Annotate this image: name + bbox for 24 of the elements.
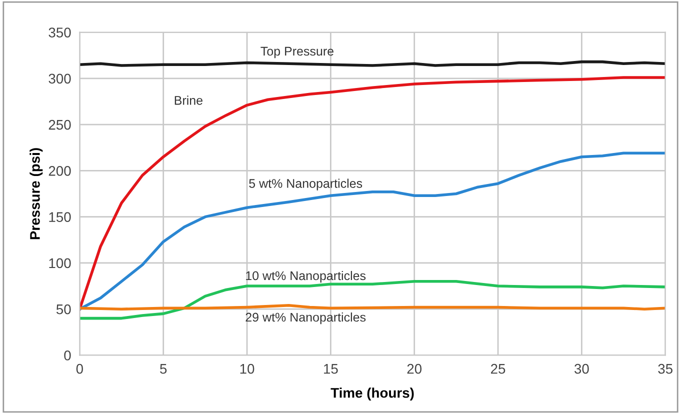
y-tick-label: 100 [49,258,71,268]
y-axis-title: Pressure (psi) [30,148,43,240]
y-tick-label: 0 [64,350,71,360]
x-tick-label: 5 [160,364,167,374]
series-label: 29 wt% Nanoparticles [246,312,366,324]
y-tick-label: 150 [49,212,71,222]
x-tick-label: 10 [240,364,254,374]
x-tick-label: 20 [407,364,422,374]
x-tick-label: 15 [324,364,338,374]
y-tick-label: 200 [48,166,71,176]
y-tick-label: 350 [48,28,71,38]
series-label: Top Pressure [260,46,334,58]
y-tick-label: 250 [48,120,71,130]
series-label: 5 wt% Nanoparticles [249,178,362,190]
y-tick-label: 50 [56,304,71,314]
series-label: 10 wt% Nanoparticles [246,270,366,283]
line-series [80,152,666,310]
x-axis-title: Time (hours) [330,388,414,401]
y-tick-label: 300 [48,74,71,84]
x-tick-label: 0 [76,364,83,374]
x-tick-label: 35 [658,364,672,374]
x-tick-label: 25 [490,364,506,374]
x-tick-label: 30 [574,364,589,374]
series-label: Brine [174,96,202,105]
